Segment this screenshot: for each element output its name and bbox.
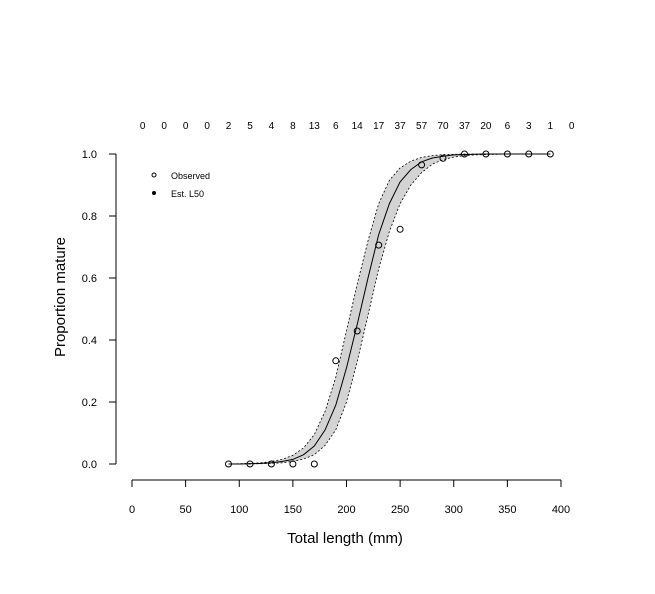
- legend: Observed Est. L50: [151, 171, 210, 199]
- y-axis-title: Proportion mature: [52, 237, 69, 357]
- axes-layer: 0.0 0.2 0.4 0.6 0.8 1.0 0 50 100 150 200 250 300 350 4…: [82, 149, 570, 516]
- y-tick-label: 0.8: [82, 211, 97, 223]
- observed-point: [396, 225, 404, 233]
- observed-point: [225, 460, 232, 468]
- sample-size-count: 2: [226, 121, 232, 132]
- observed-point: [482, 150, 490, 158]
- sample-size-count: 6: [505, 121, 511, 132]
- observed-point: [267, 460, 275, 468]
- fitted-ogive-line: [228, 153, 551, 465]
- sample-size-count: 5: [247, 121, 253, 132]
- observed-point: [332, 357, 340, 365]
- sample-size-row: 0 0 0 0 2 5 4 8 13 6 14 17 37 57 70 37 20 6 3 1 0: [140, 121, 575, 132]
- sample-size-count: 0: [569, 121, 575, 132]
- x-axis-title: Total length (mm): [287, 530, 403, 547]
- sample-size-count: 8: [290, 121, 296, 132]
- sample-size-count: 37: [459, 121, 471, 132]
- sample-size-count: 0: [161, 121, 167, 132]
- observed-point: [546, 150, 554, 158]
- y-tick-label: 0.4: [82, 335, 97, 347]
- observed-point: [418, 161, 426, 169]
- observed-point: [353, 327, 361, 335]
- sample-size-count: 0: [183, 121, 189, 132]
- sample-size-count: 4: [269, 121, 275, 132]
- observed-point: [375, 241, 383, 249]
- fit-line-layer: [228, 153, 551, 465]
- y-tick-label: 0.2: [82, 397, 97, 409]
- observed-point: [461, 150, 468, 158]
- legend-l50-label: Est. L50: [171, 189, 204, 199]
- sample-size-count: 0: [140, 121, 146, 132]
- legend-observed-marker: [151, 172, 157, 178]
- x-tick-label: 400: [552, 504, 570, 516]
- sample-size-count: 20: [480, 121, 492, 132]
- confidence-band-layer: [228, 154, 551, 464]
- x-tick-label: 150: [284, 504, 302, 516]
- x-tick-label: 250: [391, 504, 409, 516]
- observed-point: [525, 150, 533, 158]
- observed-points-layer: [225, 150, 554, 468]
- x-tick-label: 0: [129, 504, 135, 516]
- y-tick-label: 1.0: [82, 149, 97, 161]
- observed-point: [289, 460, 297, 468]
- sample-size-count: 13: [309, 121, 321, 132]
- sample-size-count: 70: [437, 121, 449, 132]
- sample-size-count: 0: [204, 121, 210, 132]
- y-tick-label: 0.0: [82, 459, 97, 471]
- x-tick-label: 200: [337, 504, 355, 516]
- sample-size-count: 1: [548, 121, 554, 132]
- confidence-band: [228, 154, 551, 464]
- observed-point: [439, 154, 447, 162]
- legend-l50-marker: [152, 191, 156, 195]
- observed-point: [310, 460, 318, 468]
- sample-size-count: 17: [373, 121, 385, 132]
- legend-observed-label: Observed: [171, 171, 210, 181]
- sample-size-count: 14: [352, 121, 364, 132]
- x-tick-label: 50: [180, 504, 192, 516]
- x-tick-label: 100: [230, 504, 248, 516]
- y-tick-label: 0.6: [82, 273, 97, 285]
- sample-size-count: 3: [526, 121, 532, 132]
- observed-point: [503, 150, 511, 158]
- x-tick-label: 300: [445, 504, 463, 516]
- sample-size-count: 37: [395, 121, 407, 132]
- x-tick-label: 350: [498, 504, 516, 516]
- sample-size-count: 6: [333, 121, 339, 132]
- sample-size-count: 57: [416, 121, 428, 132]
- observed-point: [246, 460, 254, 468]
